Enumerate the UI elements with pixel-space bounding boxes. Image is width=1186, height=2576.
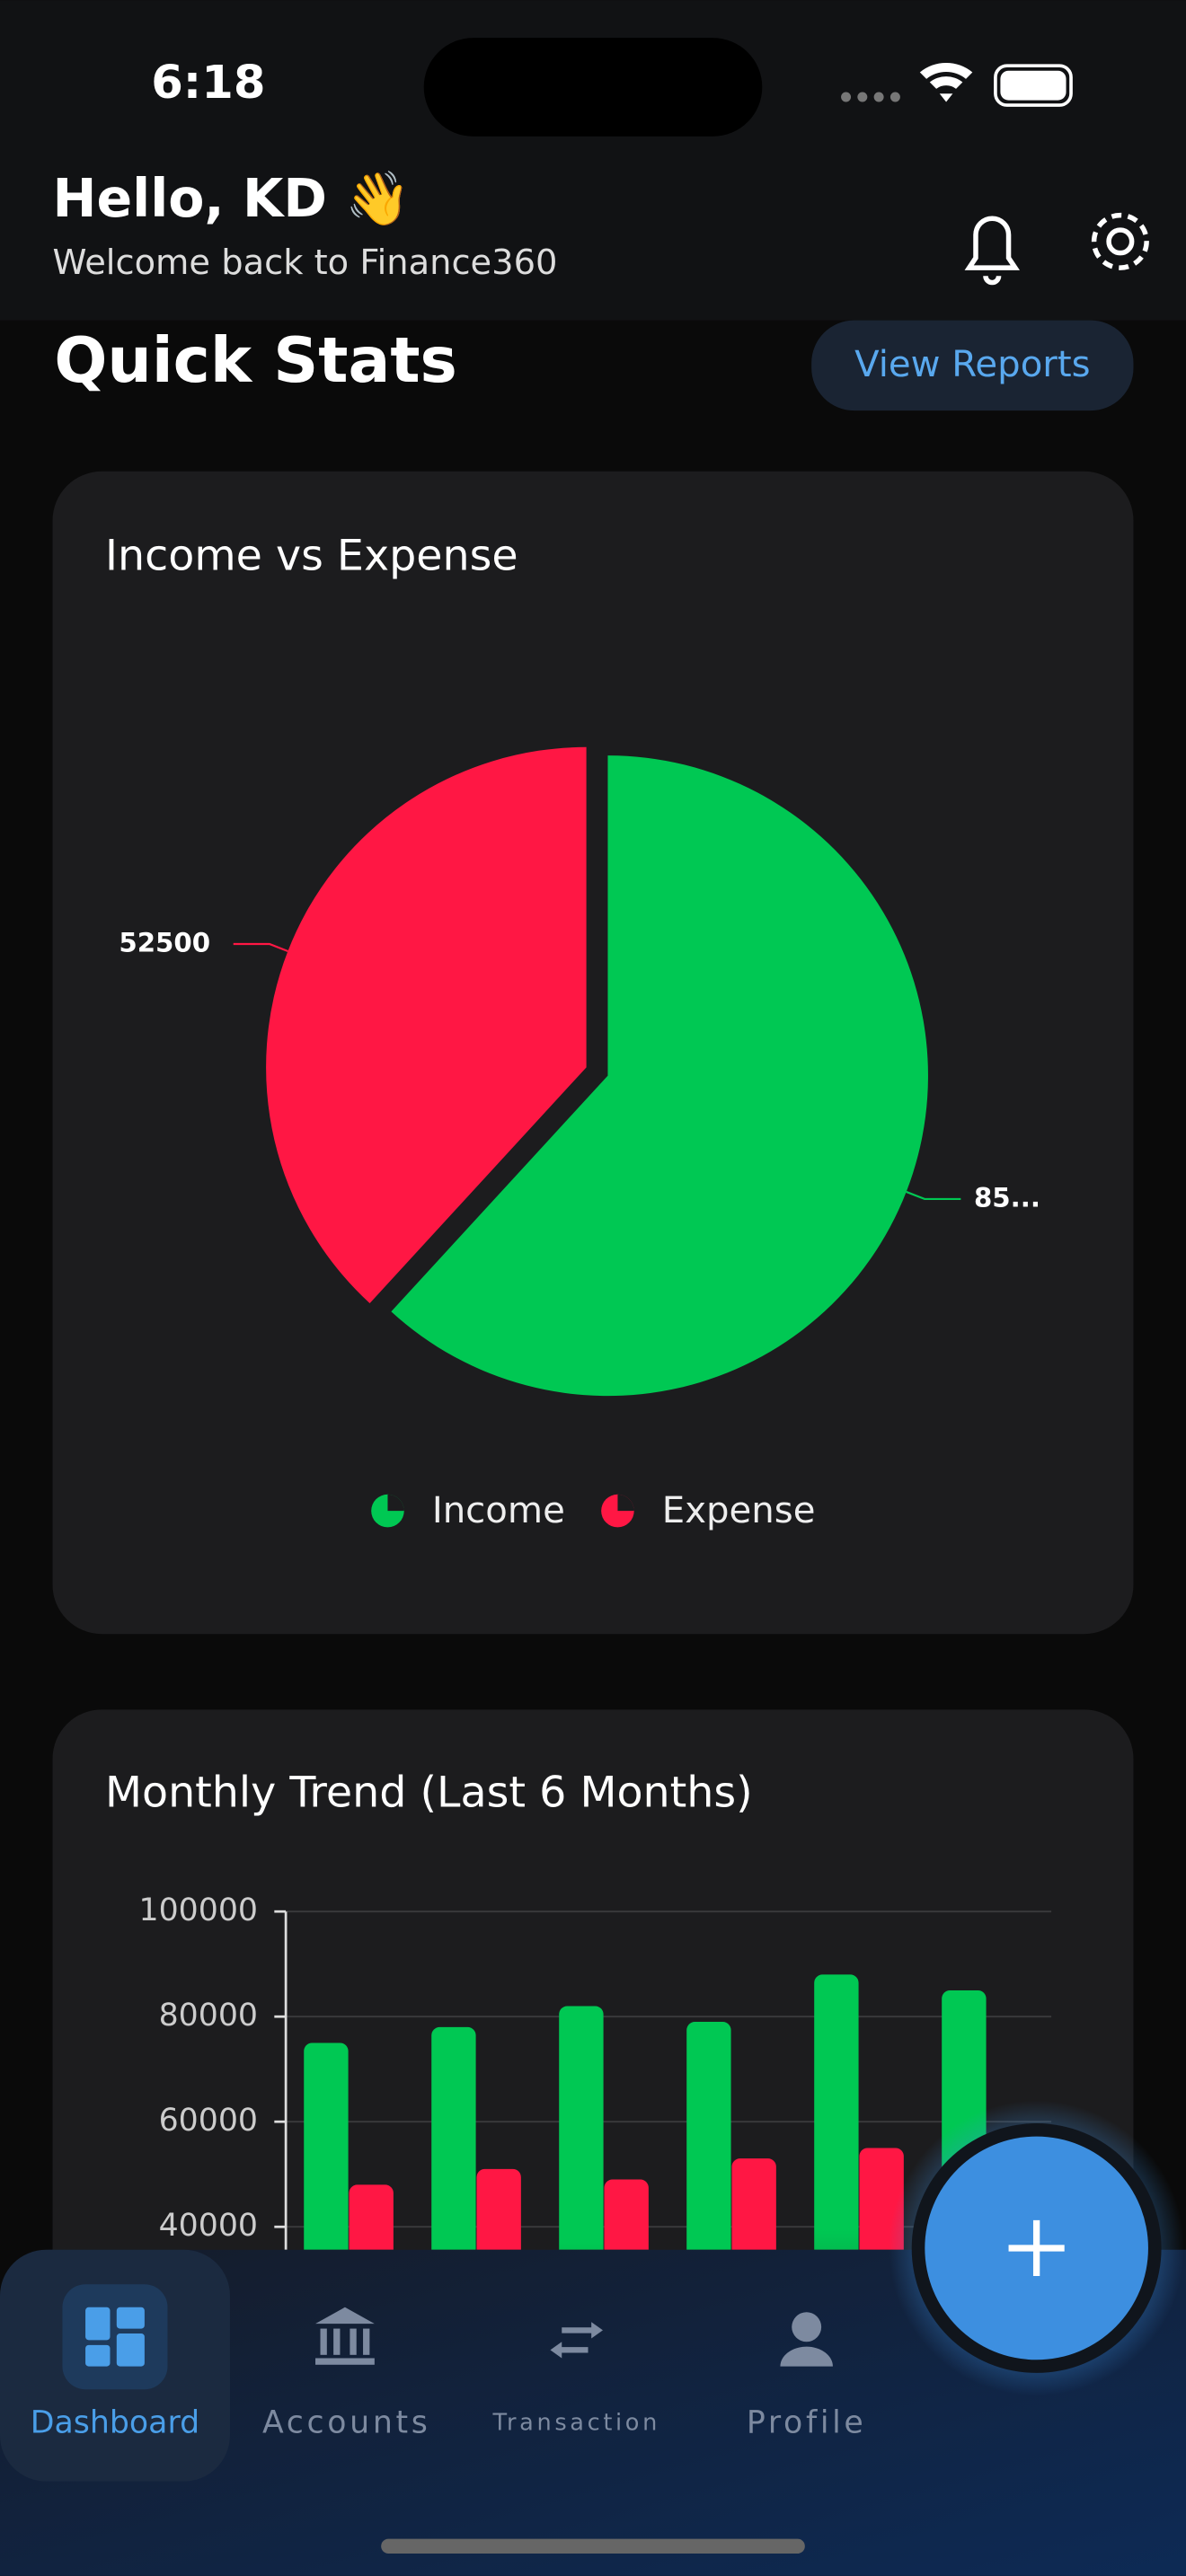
bar <box>686 2022 731 2250</box>
nav-label[interactable]: Profile <box>747 2405 867 2441</box>
legend-swatch-cut <box>387 1494 404 1512</box>
nav-bar <box>0 2249 1186 2576</box>
dashboard-icon[interactable] <box>85 2307 145 2367</box>
legend-label: Income <box>432 1490 565 1531</box>
accounts-icon[interactable] <box>315 2307 375 2365</box>
y-tick-label: 80000 <box>159 1998 258 2033</box>
nav-active-icon-bg <box>62 2284 168 2390</box>
pie-value-label: 85... <box>974 1182 1040 1213</box>
bar <box>431 2026 476 2250</box>
status-icons <box>841 62 1073 107</box>
leader-line <box>233 942 288 952</box>
bar <box>731 2158 776 2250</box>
status-time: 6:18 <box>151 56 265 110</box>
nav-label[interactable]: Accounts <box>262 2405 431 2441</box>
bar <box>349 2184 394 2250</box>
dynamic-island <box>423 38 763 137</box>
plus-icon <box>1008 2219 1065 2277</box>
subtitle: Welcome back to Finance360 <box>53 243 558 283</box>
leader-line <box>906 1190 961 1201</box>
pie-card <box>52 471 1134 1635</box>
transaction-icon[interactable] <box>550 2322 603 2359</box>
home-indicator <box>381 2538 805 2554</box>
pie-value-label: 52500 <box>119 928 210 958</box>
greeting: Hello, KD 👋 <box>53 168 412 230</box>
pie-slice <box>391 755 928 1397</box>
trend-title: Monthly Trend (Last 6 Months) <box>105 1768 753 1817</box>
y-tick-label: 40000 <box>159 2208 258 2244</box>
bar <box>559 2006 604 2250</box>
settings-icon[interactable] <box>1091 212 1149 270</box>
bar <box>304 2042 349 2250</box>
pie-title: Income vs Expense <box>105 532 518 581</box>
pie-chart: 85... 52500 Income Expense <box>119 746 1040 1531</box>
bar <box>814 1974 859 2250</box>
bar <box>476 2168 521 2250</box>
bell-icon[interactable] <box>964 216 1020 286</box>
legend-swatch-cut <box>617 1494 634 1512</box>
y-tick-label: 100000 <box>138 1892 258 1928</box>
pie-slice <box>266 746 587 1303</box>
section-title: Quick Stats <box>54 325 457 397</box>
view-reports-button[interactable] <box>811 320 1134 411</box>
y-tick-label: 60000 <box>159 2103 258 2139</box>
nav-label[interactable]: Transaction <box>491 2410 660 2437</box>
view-reports-label[interactable]: View Reports <box>854 344 1091 385</box>
legend-label: Expense <box>662 1490 816 1531</box>
bar <box>604 2179 649 2250</box>
profile-icon[interactable] <box>780 2312 833 2367</box>
nav-label[interactable]: Dashboard <box>31 2405 199 2441</box>
